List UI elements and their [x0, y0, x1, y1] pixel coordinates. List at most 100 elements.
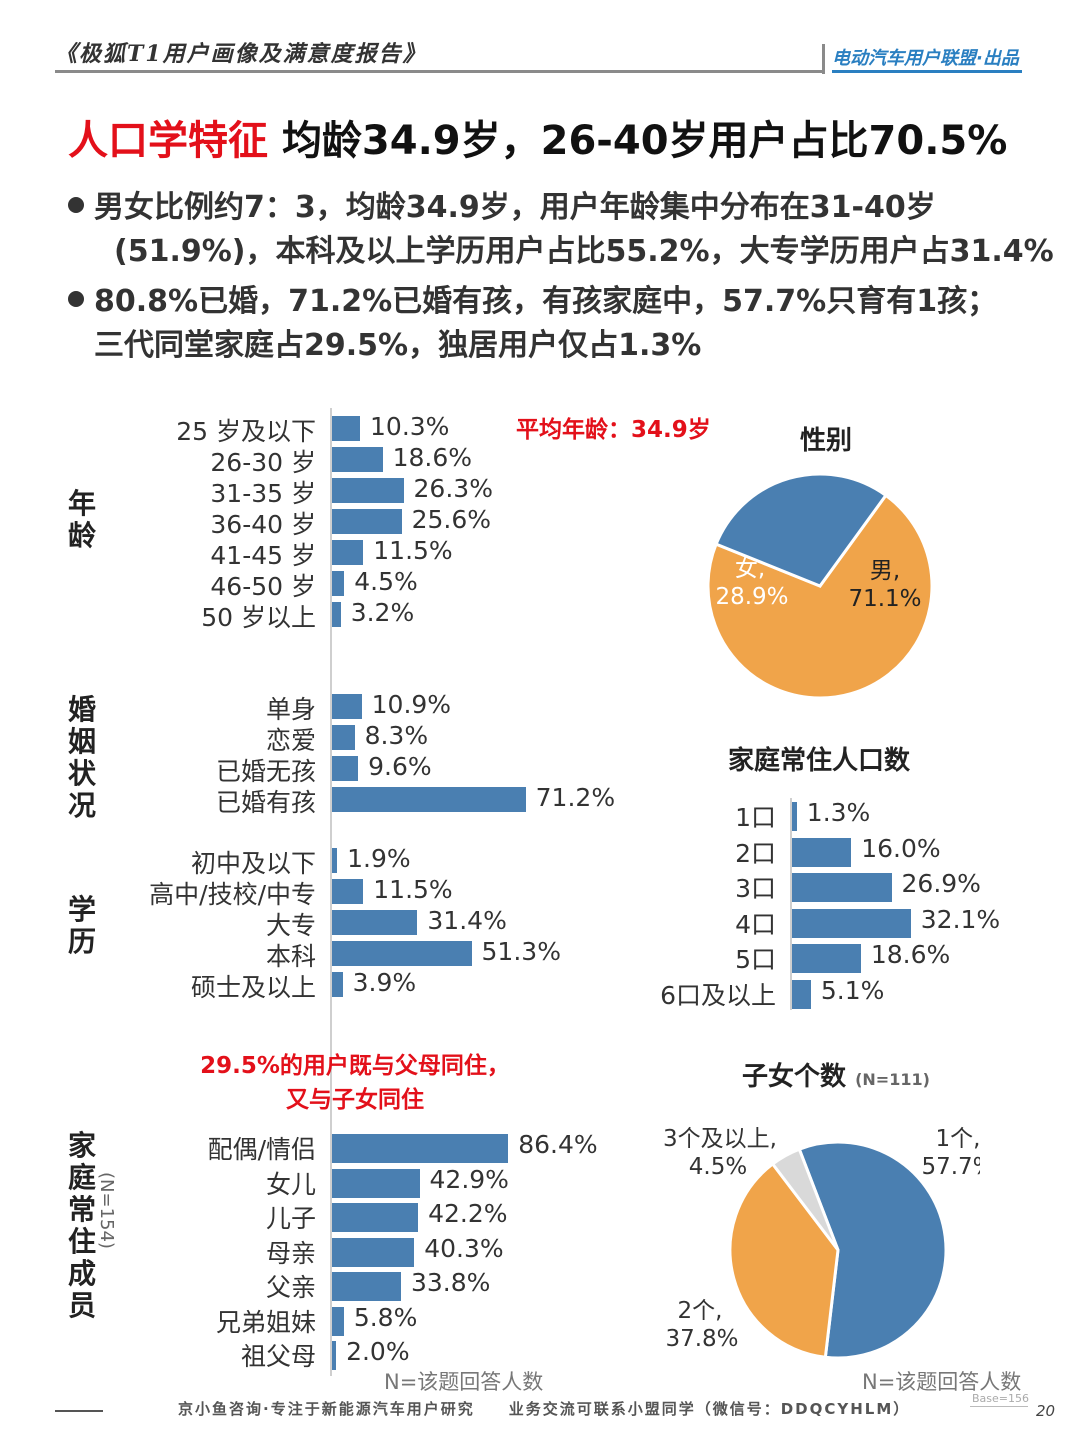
bar-category-label: 本科: [265, 942, 316, 971]
pie-slice-label: 57.7%: [921, 1154, 980, 1180]
bar-value-label: 33.8%: [410, 1268, 491, 1297]
bar-value-label: 1.3%: [806, 798, 871, 827]
bar: [332, 972, 343, 997]
bar: [792, 979, 811, 1009]
bar-value-label: 31.4%: [427, 906, 507, 935]
bar-value-label: 11.5%: [373, 536, 453, 565]
bar-category-label: 2口: [735, 838, 776, 868]
bar: [332, 416, 361, 441]
bar: [792, 944, 861, 973]
pie-slice: [706, 493, 934, 700]
bar-value-label: 18.6%: [870, 940, 951, 969]
bar: [332, 447, 383, 472]
pie-slice-label: 女,: [735, 556, 765, 582]
avg-age-note: 平均年龄：34.9岁: [516, 417, 711, 443]
bar-category-label: 3口: [735, 874, 776, 903]
household-n-note: (N=154): [96, 1172, 117, 1249]
bar-category-label: 兄弟姐妹: [215, 1307, 316, 1337]
bar-value-label: 32.1%: [920, 904, 1001, 934]
bar-value-label: 71.2%: [535, 783, 616, 812]
bar: [792, 837, 852, 867]
bar-value-label: 42.9%: [429, 1164, 509, 1194]
bar-value-label: 1.9%: [347, 844, 411, 873]
title-rest: 均龄34.9岁，26-40岁用户占比70.5%: [281, 118, 1008, 164]
bar-category-label: 46-50 岁: [210, 572, 316, 601]
section-label-marriage: 婚姻状况: [67, 693, 96, 822]
bullet-dot: [68, 197, 84, 213]
children-chart-title: 子女个数 (N=111): [742, 1056, 930, 1093]
coresidence-note-line2: 又与子女同住: [286, 1087, 424, 1113]
bar-category-label: 儿子: [265, 1204, 316, 1233]
bar-category-label: 已婚无孩: [215, 757, 316, 786]
footer-rule: [55, 1410, 103, 1412]
bullet-2: 80.8%已婚，71.2%已婚有孩，有孩家庭中，57.7%只育有1孩； 三代同堂…: [68, 280, 997, 368]
pie-slice: [770, 1147, 840, 1251]
bar: [332, 1134, 509, 1163]
bar-value-label: 51.3%: [481, 937, 561, 966]
children-pie-chart: 1个,57.7% 2个,37.8% 3个及以上,4.5%: [663, 1126, 980, 1360]
bar-category-label: 26-30 岁: [210, 448, 316, 477]
bar-category-label: 初中及以下: [190, 849, 316, 878]
bullet-1-line1: 男女比例约7：3，均龄34.9岁，用户年龄集中分布在31-40岁: [94, 190, 936, 225]
bar: [332, 1306, 344, 1336]
base-rule: [970, 1406, 1028, 1407]
bullet-1-line2: (51.9%)，本科及以上学历用户占比55.2%，大专学历用户占31.4%: [114, 234, 1054, 269]
coresidence-note-line1: 29.5%的用户既与父母同住，: [200, 1053, 510, 1079]
bar-value-label: 18.6%: [392, 443, 472, 472]
title-highlight: 人口学特征: [68, 118, 268, 164]
bar-value-label: 8.3%: [364, 721, 429, 750]
bar: [332, 1272, 401, 1301]
bar: [792, 802, 797, 831]
bar: [332, 1168, 420, 1198]
bar: [332, 478, 404, 503]
publisher-rule: [832, 70, 1022, 73]
bar-value-label: 4.5%: [354, 567, 418, 596]
bar-category-label: 祖父母: [240, 1342, 316, 1371]
bar-value-label: 11.5%: [373, 875, 453, 904]
bar-category-label: 36-40 岁: [210, 510, 316, 539]
bar-value-label: 86.4%: [518, 1130, 598, 1159]
publisher-label: 电动汽车用户联盟·出品: [832, 48, 1019, 69]
bar-value-label: 10.9%: [371, 690, 452, 719]
pie-slice-label: 71.1%: [848, 586, 921, 612]
bar: [332, 910, 418, 935]
children-title-text: 子女个数: [742, 1062, 847, 1092]
coresidence-note: 29.5%的用户既与父母同住， 又与子女同住: [190, 1046, 520, 1114]
bar-value-label: 42.2%: [428, 1199, 508, 1228]
bar-category-label: 50 岁以上: [201, 603, 316, 632]
pie-slice-label: 1个,: [936, 1126, 980, 1152]
n-note-left: N=该题回答人数: [384, 1370, 544, 1394]
bar-value-label: 9.6%: [368, 752, 432, 781]
bar-category-label: 大专: [265, 911, 316, 940]
report-title: 《极狐T1用户画像及满意度报告》: [55, 41, 427, 67]
bar: [332, 1203, 419, 1232]
bar: [332, 725, 355, 750]
page-number: 20: [1036, 1402, 1056, 1420]
base-note: Base=156: [972, 1392, 1029, 1405]
bar-category-label: 5口: [735, 945, 776, 974]
bar-category-label: 高中/技校/中专: [149, 880, 316, 909]
household-size-title: 家庭常住人口数: [728, 746, 911, 776]
bar-value-label: 26.9%: [901, 869, 981, 898]
children-n-note: (N=111): [855, 1070, 930, 1089]
bar-value-label: 10.3%: [370, 412, 450, 441]
pie-slice: [797, 1140, 948, 1360]
bar-category-label: 单身: [265, 695, 316, 724]
bar: [332, 756, 359, 781]
bar: [332, 1237, 415, 1267]
pie-slice-label: 男,: [870, 558, 900, 584]
bar: [332, 602, 341, 627]
pie-slice-label: 2个,: [678, 1298, 723, 1324]
bar-value-label: 3.9%: [352, 968, 417, 997]
pie-slice: [714, 472, 888, 588]
section-label-education: 学历: [67, 893, 96, 958]
pie-slice-label: 3个及以上,: [663, 1126, 777, 1152]
pie-slice: [728, 1161, 840, 1359]
pie-slice-label: 4.5%: [689, 1154, 747, 1180]
bar-category-label: 配偶/情侣: [207, 1135, 316, 1164]
household-size-axis: [790, 798, 792, 1010]
bullet-2-line1: 80.8%已婚，71.2%已婚有孩，有孩家庭中，57.7%只育有1孩；: [94, 284, 998, 319]
bar-category-label: 恋爱: [265, 726, 316, 755]
header-divider: [822, 44, 825, 74]
bar-category-label: 已婚有孩: [215, 788, 316, 817]
